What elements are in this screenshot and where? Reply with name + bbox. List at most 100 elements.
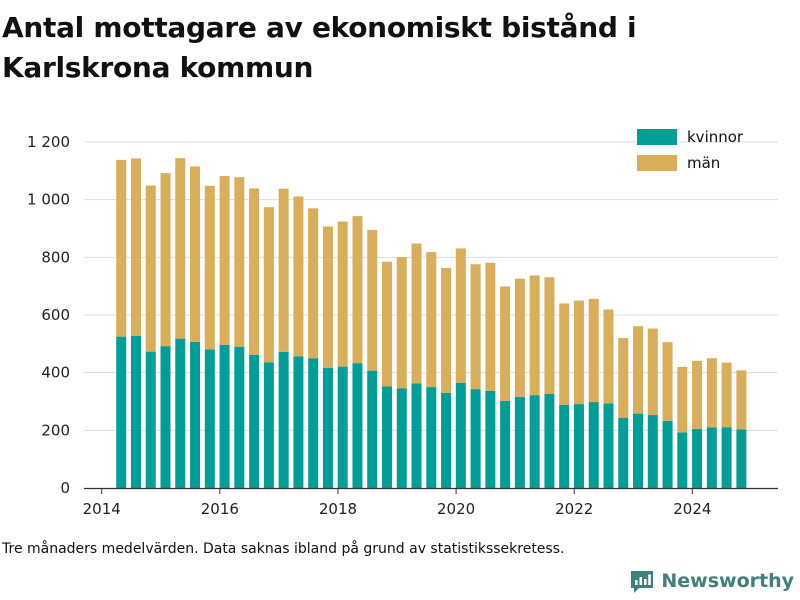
bar-kvinnor [544, 394, 555, 488]
bar-kvinnor [588, 402, 599, 488]
bar-man [130, 158, 141, 336]
legend-item-kvinnor: kvinnor [637, 124, 743, 150]
legend-swatch-man [637, 155, 677, 171]
bar-kvinnor [692, 428, 703, 488]
bar-man [145, 185, 156, 352]
bar-kvinnor [337, 366, 348, 488]
bar-kvinnor [204, 349, 215, 488]
bar-man [677, 366, 688, 433]
bar-man [706, 358, 717, 428]
bar-man [485, 262, 496, 391]
x-tick-label: 2022 [555, 500, 593, 518]
bar-kvinnor [500, 400, 511, 488]
legend: kvinnor män [637, 124, 743, 176]
bar-kvinnor [130, 335, 141, 488]
bar-kvinnor [219, 344, 230, 488]
bar-man [190, 166, 201, 342]
bar-kvinnor [175, 338, 186, 488]
bar-man [618, 338, 629, 418]
bar-man [308, 208, 319, 359]
bar-kvinnor [278, 351, 289, 488]
bar-kvinnor [559, 404, 570, 488]
bar-kvinnor [145, 351, 156, 488]
bar-man [573, 300, 584, 405]
bar-man [544, 277, 555, 395]
bar-kvinnor [677, 432, 688, 488]
bar-kvinnor [396, 388, 407, 488]
bar-kvinnor [470, 389, 481, 488]
bar-man [396, 257, 407, 389]
bar-kvinnor [647, 415, 658, 488]
bar-kvinnor [485, 390, 496, 488]
x-tick-label: 2020 [437, 500, 475, 518]
bar-kvinnor [190, 341, 201, 488]
bar-kvinnor [441, 392, 452, 488]
y-tick-label: 400 [41, 364, 70, 382]
bar-man [500, 286, 511, 401]
bar-man [219, 176, 230, 345]
legend-item-man: män [637, 150, 743, 176]
bars [116, 158, 747, 488]
bar-kvinnor [529, 395, 540, 488]
bar-man [633, 326, 644, 414]
bar-man [559, 303, 570, 405]
bar-man [204, 185, 215, 350]
bar-man [278, 188, 289, 352]
bar-kvinnor [633, 413, 644, 488]
newsworthy-icon [631, 571, 654, 593]
bar-kvinnor [249, 354, 260, 488]
y-tick-label: 1 000 [27, 191, 70, 209]
bar-kvinnor [426, 387, 437, 488]
bar-kvinnor [721, 427, 732, 488]
bar-man [337, 221, 348, 367]
bar-kvinnor [322, 367, 333, 488]
legend-swatch-kvinnor [637, 129, 677, 145]
bar-kvinnor [573, 404, 584, 488]
bar-man [381, 261, 392, 387]
footnote: Tre månaders medelvärden. Data saknas ib… [2, 541, 565, 557]
bar-chart: 0 200 400 600 800 1 000 1 200 2014 2016 2018 2020 2… [27, 133, 778, 518]
y-tick-label: 1 200 [27, 133, 70, 151]
bar-kvinnor [455, 382, 466, 488]
bar-man [175, 158, 186, 339]
legend-label-kvinnor: kvinnor [687, 128, 744, 146]
bar-kvinnor [234, 346, 245, 488]
bar-kvinnor [116, 336, 127, 488]
bar-kvinnor [514, 396, 525, 488]
bar-man [293, 196, 304, 357]
bar-man [647, 328, 658, 416]
bar-man [588, 298, 599, 403]
bar-man [352, 216, 363, 364]
legend-label-man: män [687, 154, 721, 172]
bar-kvinnor [411, 383, 422, 488]
y-tick-label: 200 [41, 421, 70, 439]
bar-man [160, 173, 171, 347]
bar-man [455, 248, 466, 383]
x-tick-label: 2024 [673, 500, 711, 518]
bar-man [249, 188, 260, 355]
bar-man [116, 159, 127, 337]
bar-man [234, 177, 245, 347]
bar-kvinnor [293, 356, 304, 488]
bar-man [426, 252, 437, 388]
bar-kvinnor [603, 403, 614, 488]
bar-man [692, 360, 703, 429]
bar-man [470, 264, 481, 390]
bar-kvinnor [308, 358, 319, 488]
bar-man [411, 243, 422, 384]
brand-name: Newsworthy [661, 570, 794, 592]
x-tick-label: 2014 [83, 500, 121, 518]
y-tick-label: 0 [60, 479, 70, 497]
bar-man [721, 362, 732, 428]
bar-man [736, 370, 747, 430]
axes: 0 200 400 600 800 1 000 1 200 2014 2016 2018 2020 2… [27, 133, 778, 518]
bar-kvinnor [662, 420, 673, 488]
bar-kvinnor [160, 346, 171, 488]
bar-man [322, 226, 333, 368]
x-tick-label: 2016 [201, 500, 239, 518]
bar-man [603, 309, 614, 404]
brand-logo: Newsworthy [629, 568, 794, 594]
bar-man [529, 275, 540, 396]
y-tick-label: 600 [41, 306, 70, 324]
bar-kvinnor [263, 362, 274, 488]
